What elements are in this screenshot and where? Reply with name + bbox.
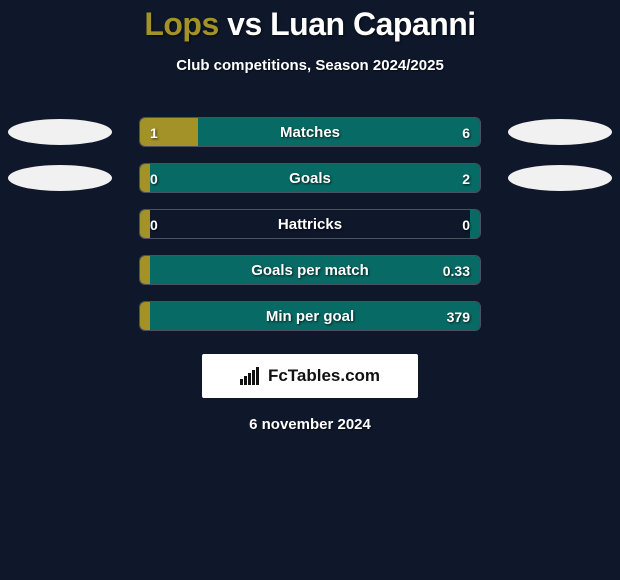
- bar-right: [470, 210, 480, 238]
- stat-row: 0 Hattricks 0: [0, 202, 620, 248]
- bar-left: [140, 210, 150, 238]
- date-text: 6 november 2024: [0, 416, 620, 433]
- bar-track: Goals per match 0.33: [139, 255, 481, 285]
- player1-marker: [8, 119, 112, 145]
- barchart-icon: [240, 367, 262, 385]
- stat-label: Hattricks: [140, 210, 480, 239]
- player2-marker: [508, 165, 612, 191]
- bar-left: [140, 302, 150, 330]
- bar-track: 0 Goals 2: [139, 163, 481, 193]
- stat-row: Goals per match 0.33: [0, 248, 620, 294]
- bar-track: Min per goal 379: [139, 301, 481, 331]
- bar-track: 1 Matches 6: [139, 117, 481, 147]
- bar-left: [140, 256, 150, 284]
- bar-right: [150, 256, 480, 284]
- comparison-card: Lops vs Luan Capanni Club competitions, …: [0, 0, 620, 433]
- bar-track: 0 Hattricks 0: [139, 209, 481, 239]
- bar-right: [198, 118, 480, 146]
- subtitle: Club competitions, Season 2024/2025: [0, 57, 620, 74]
- bar-right: [150, 302, 480, 330]
- player2-marker: [508, 119, 612, 145]
- page-title: Lops vs Luan Capanni: [0, 6, 620, 43]
- logo-text: FcTables.com: [268, 366, 380, 386]
- title-player2: Luan Capanni: [270, 6, 476, 42]
- bar-left: [140, 164, 150, 192]
- title-player1: Lops: [144, 6, 218, 42]
- source-logo: FcTables.com: [202, 354, 418, 398]
- stat-row: 0 Goals 2: [0, 156, 620, 202]
- value-left: 0: [150, 210, 158, 239]
- player1-marker: [8, 165, 112, 191]
- stat-row: Min per goal 379: [0, 294, 620, 340]
- bar-left: [140, 118, 198, 146]
- stats-rows: 1 Matches 6 0 Goals 2 0 Hattri: [0, 110, 620, 340]
- bar-right: [150, 164, 480, 192]
- title-vs: vs: [219, 6, 270, 42]
- stat-row: 1 Matches 6: [0, 110, 620, 156]
